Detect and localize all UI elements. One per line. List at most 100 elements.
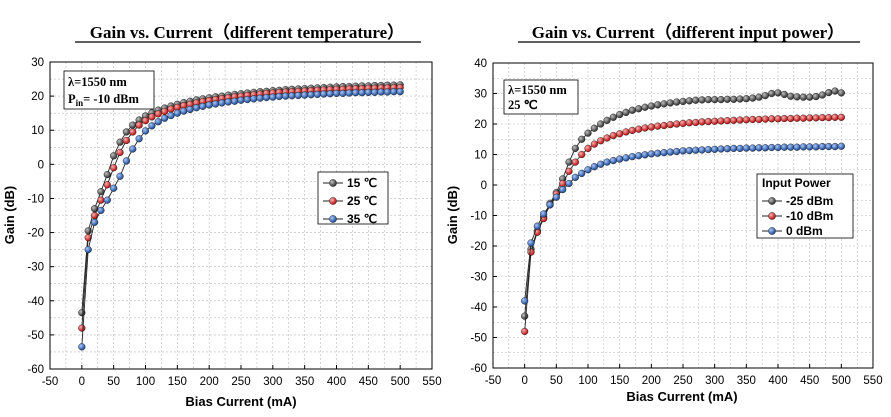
chart-right-y-axis-label: Gain (dB) [445,186,460,245]
y-tick-label: 40 [474,58,487,70]
data-point [383,88,392,96]
data-point [692,146,700,154]
data-point [679,147,687,155]
data-point [749,144,757,152]
legend-item: 15 ℃ [323,176,377,190]
data-point [647,102,655,110]
data-point [761,144,769,152]
legend-label: 15 ℃ [347,176,377,190]
series-3 [521,142,845,305]
data-point [565,167,573,175]
data-point [723,117,731,125]
chart-left-annotation-in: in [76,98,84,108]
data-point [281,92,290,100]
legend-item: 0 dBm [762,224,823,238]
data-point [578,150,586,159]
x-tick-label: 50 [550,375,563,387]
data-point [654,122,662,130]
chart-left-ticks: -50 0 50 100 150 200 250 300 350 400 450 500 550-60-… [27,57,441,388]
x-tick-label: 450 [800,375,819,387]
data-point [288,92,296,100]
x-tick-label: 200 [642,375,661,387]
data-point [377,88,385,96]
data-point [148,122,156,130]
data-point [371,88,379,96]
data-point [301,91,309,99]
series-2 [521,113,845,336]
data-point [825,113,833,122]
data-point [339,89,347,97]
x-tick-label: 200 [200,376,219,388]
data-point [154,110,162,118]
x-tick-label: 500 [832,375,851,387]
data-point [736,144,744,153]
data-point [685,146,693,155]
series-1 [521,87,845,320]
data-point [768,115,776,123]
legend-item: -10 dBm [762,209,833,223]
data-point [685,119,693,127]
data-point [622,108,630,117]
y-tick-label: -10 [470,211,487,223]
legend-item: -25 dBm [762,194,833,208]
data-point [755,144,763,152]
data-point [396,88,404,96]
data-point [521,312,529,320]
x-tick-label: 100 [578,375,597,387]
data-point [673,147,681,156]
data-point [679,97,687,106]
y-tick-label: -50 [470,333,487,345]
data-point [698,146,706,154]
data-point [262,93,271,102]
data-point [218,99,226,107]
y-tick-label: -60 [27,364,44,376]
legend-label: 25 ℃ [347,194,377,208]
data-point [154,118,162,126]
data-point [590,124,598,132]
legend-marker [329,215,337,223]
data-point [622,128,630,136]
data-point [793,143,801,151]
chart-right-legend-box [756,173,854,239]
chart-left-annotation-p: P [68,92,76,106]
data-point [552,193,560,201]
data-point [603,158,611,166]
data-point [704,95,712,104]
chart-right-title: Gain vs. Current（different input power） [532,22,844,42]
data-point [243,95,251,104]
data-point [103,196,111,204]
data-point [742,95,750,103]
data-point [723,145,731,153]
data-point [679,119,687,127]
y-tick-label: 20 [31,91,44,103]
chart-right-x-axis-label: Bias Current (mA) [626,389,737,404]
data-point [761,92,769,100]
data-point [768,89,776,98]
data-point [806,143,814,151]
data-point [358,89,366,97]
data-point [692,96,700,104]
data-point [736,116,744,124]
data-point [180,107,188,115]
data-point [698,118,706,126]
chart-right: Gain vs. Current（different input power） … [445,22,883,404]
y-tick-label: -30 [470,272,487,284]
data-point [780,114,788,123]
x-tick-label: 400 [327,376,346,388]
x-tick-label: 100 [136,376,155,388]
data-point [837,113,845,121]
data-point [641,151,649,159]
data-point [717,117,725,125]
legend-label: 0 dBm [786,224,823,238]
data-point [110,152,118,160]
data-point [818,142,826,151]
data-point [161,107,169,116]
data-point [622,154,630,162]
legend-marker [329,179,337,187]
data-point [673,98,681,106]
data-point [135,121,143,129]
data-point [723,95,731,103]
data-point [603,116,611,124]
data-point [597,120,605,128]
chart-right-annotation-box [503,79,579,115]
